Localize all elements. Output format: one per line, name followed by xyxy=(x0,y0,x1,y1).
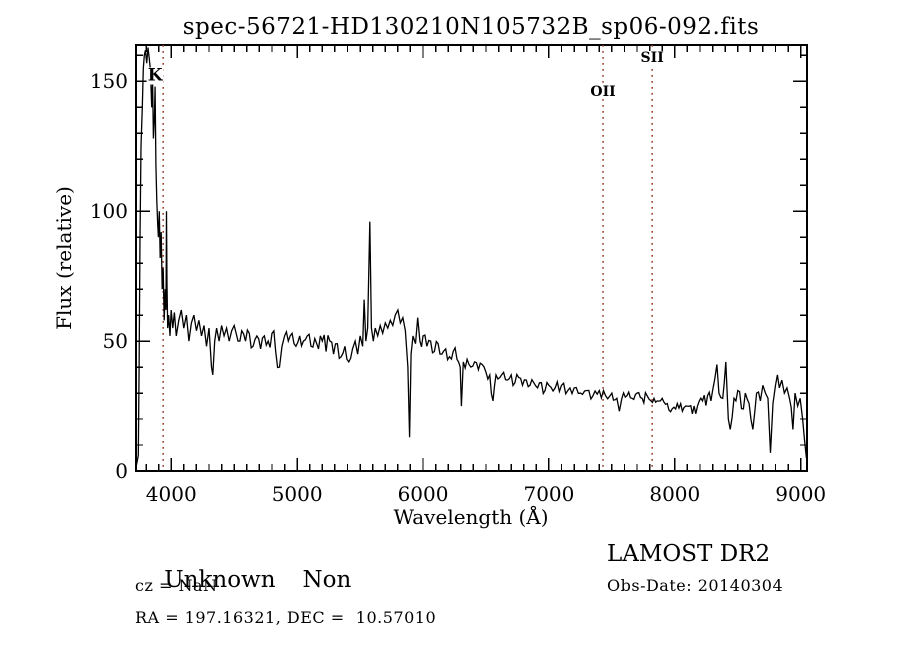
class-value: Unknown xyxy=(164,567,276,593)
x-tick-label: 8000 xyxy=(649,482,701,506)
x-tick-label: 5000 xyxy=(271,482,323,506)
obs-date-text: Obs-Date: 20140304 xyxy=(607,576,784,595)
spectrum-line xyxy=(135,47,808,466)
marker-label-K: K xyxy=(146,65,164,86)
marker-label-OII: OII xyxy=(589,83,617,100)
y-tick-label: 50 xyxy=(102,329,128,354)
survey-text: LAMOST DR2 xyxy=(607,541,771,567)
subclass-value: Non xyxy=(302,567,352,593)
cz-text: cz = NaN xyxy=(135,576,218,595)
marker-label-SII: SII xyxy=(639,49,665,66)
classification-text: Unknown Non xyxy=(135,541,351,619)
x-axis-label: Wavelength (Å) xyxy=(393,505,549,529)
plot-title: spec-56721-HD130210N105732B_sp06-092.fit… xyxy=(182,14,760,40)
y-tick-label: 150 xyxy=(89,69,128,94)
x-tick-label: 4000 xyxy=(145,482,197,506)
y-tick-label: 0 xyxy=(115,459,128,483)
ra-dec-text: RA = 197.16321, DEC = 10.57010 xyxy=(135,608,437,627)
x-tick-label: 7000 xyxy=(523,482,575,506)
x-tick-label: 6000 xyxy=(397,482,449,506)
x-tick-label: 9000 xyxy=(775,482,827,506)
plot-frame xyxy=(135,44,808,472)
y-tick-label: 100 xyxy=(89,199,128,224)
